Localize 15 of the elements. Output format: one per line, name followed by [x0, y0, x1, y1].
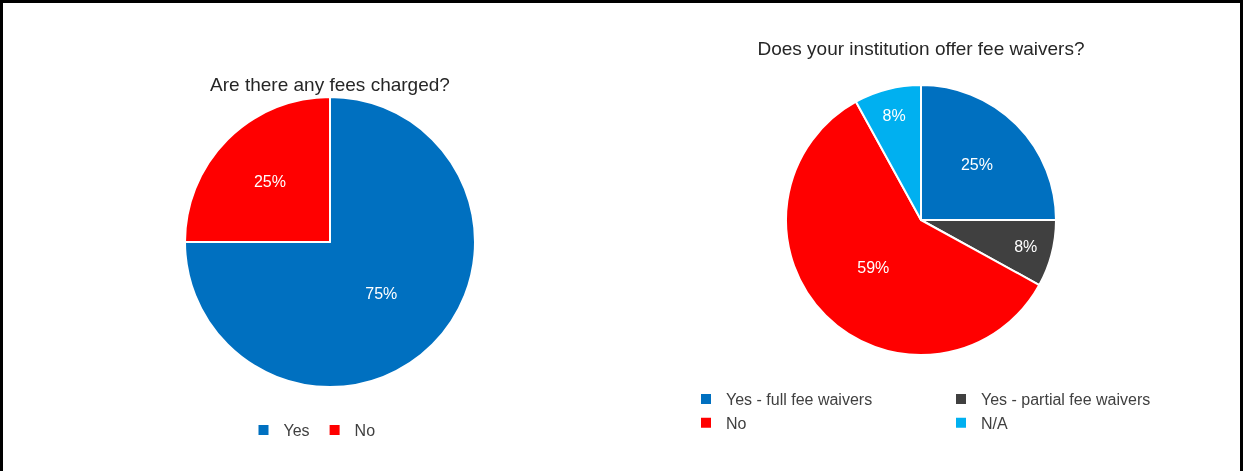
- data-label: 8%: [882, 106, 906, 124]
- legend-label: Yes - partial fee waivers: [981, 391, 1151, 409]
- data-label: 25%: [960, 155, 993, 173]
- legend-label: No: [726, 414, 747, 432]
- chart-title: Are there any fees charged?: [210, 73, 450, 95]
- data-label: 25%: [253, 173, 286, 191]
- pie-slice: [184, 96, 476, 388]
- chart-title: Does your institution offer fee waivers?: [757, 37, 1085, 59]
- data-label: 8%: [1014, 238, 1038, 256]
- data-label: 59%: [857, 259, 890, 277]
- legend-label: No: [354, 422, 376, 440]
- data-label: 75%: [365, 284, 398, 302]
- legend-label: N/A: [981, 414, 1008, 432]
- legend-label: Yes - full fee waivers: [726, 391, 873, 409]
- legend-label: Yes: [283, 422, 310, 440]
